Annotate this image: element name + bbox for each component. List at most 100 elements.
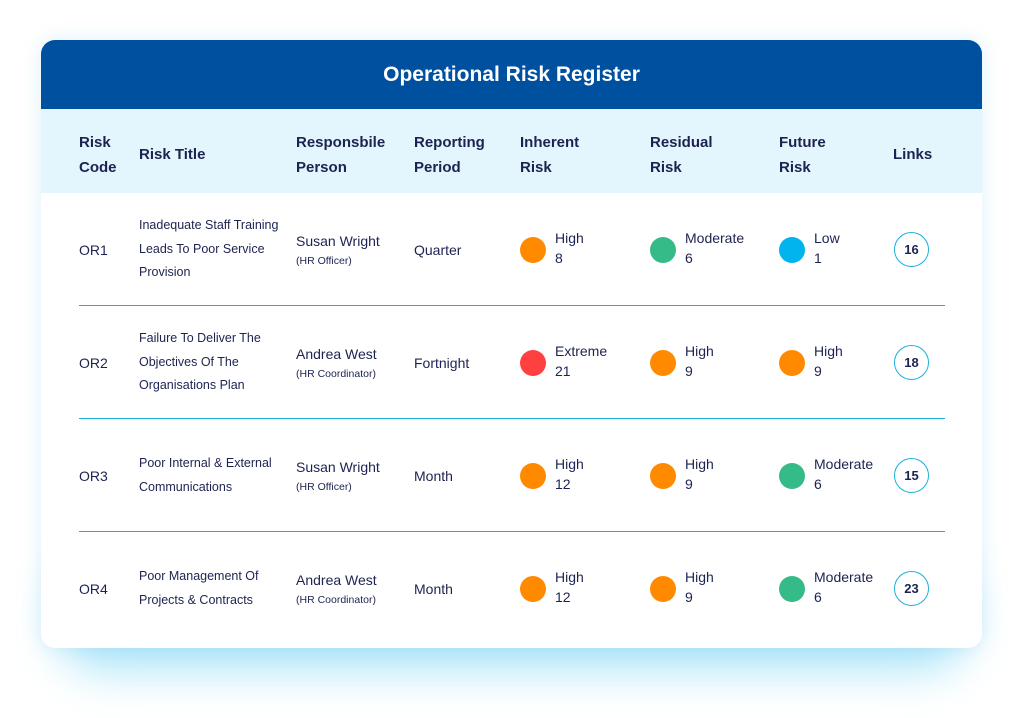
future-risk-text: Moderate 6: [814, 454, 873, 494]
person-role: (HR Coordinator): [296, 593, 376, 606]
inherent-risk-level: High: [555, 455, 584, 472]
column-header-risk-code[interactable]: Risk Code: [79, 130, 117, 180]
high-status-dot-icon: [650, 575, 676, 602]
residual-risk-level: High: [685, 568, 714, 585]
future-risk-level: High: [814, 342, 843, 359]
risk-title-cell: Inadequate Staff Training Leads To Poor …: [139, 193, 279, 306]
risk-code: OR4: [79, 580, 108, 597]
inherent-risk-text: High 8: [555, 228, 584, 268]
links-count-badge[interactable]: 16: [894, 232, 929, 267]
responsible-person-cell: Susan Wright (HR Officer): [296, 419, 380, 532]
person-name: Andrea West: [296, 345, 377, 362]
column-header-inherent-risk[interactable]: Inherent Risk: [520, 130, 579, 180]
inherent-risk-score: 21: [555, 362, 571, 379]
high-status-dot-icon: [650, 349, 676, 376]
risk-title: Poor Internal & External Communications: [139, 456, 272, 494]
inherent-risk-cell: High 12: [520, 419, 584, 532]
future-risk-score: 9: [814, 362, 822, 379]
future-risk-cell: Low 1: [779, 193, 840, 306]
inherent-risk-cell: High 8: [520, 193, 584, 306]
person-role: (HR Officer): [296, 254, 352, 267]
low-status-dot-icon: [779, 236, 805, 263]
header-line: Residual: [650, 134, 713, 151]
high-status-dot-icon: [520, 575, 546, 602]
header-line: Risk: [79, 134, 111, 151]
high-status-dot-icon: [520, 236, 546, 263]
person-name: Susan Wright: [296, 458, 380, 475]
risk-register-card: Operational Risk Register Risk Code Risk T…: [41, 40, 982, 648]
links-cell: 23: [893, 532, 929, 645]
high-status-dot-icon: [650, 462, 676, 489]
column-header-risk-title[interactable]: Risk Title: [139, 142, 205, 167]
residual-risk-cell: High 9: [650, 532, 714, 645]
inherent-risk-score: 12: [555, 588, 571, 605]
future-risk-level: Moderate: [814, 568, 874, 585]
person-role: (HR Coordinator): [296, 367, 376, 380]
header-line: Links: [893, 146, 933, 163]
column-header-residual-risk[interactable]: Residual Risk: [650, 130, 713, 180]
future-risk-cell: Moderate 6: [779, 419, 873, 532]
column-header-responsible-person[interactable]: Responsbile Person: [296, 130, 385, 180]
header-line: Risk: [779, 159, 811, 176]
reporting-period: Quarter: [414, 241, 462, 258]
person-name: Andrea West: [296, 571, 377, 588]
column-header-reporting-period[interactable]: Reporting Period: [414, 130, 485, 180]
row-divider: [79, 417, 945, 419]
inherent-risk-level: Extreme: [555, 342, 608, 359]
table-row[interactable]: OR1 Inadequate Staff Training Leads To Po…: [41, 193, 982, 306]
header-line: Person: [296, 159, 347, 176]
table-row[interactable]: OR2 Failure To Deliver The Objectives Of …: [41, 306, 982, 419]
residual-risk-score: 9: [685, 362, 693, 379]
residual-risk-score: 9: [685, 588, 693, 605]
column-header-future-risk[interactable]: Future Risk: [779, 130, 826, 180]
risk-title: Inadequate Staff Training Leads To Poor …: [139, 218, 279, 280]
moderate-status-dot-icon: [779, 462, 805, 489]
future-risk-text: Moderate 6: [814, 567, 873, 607]
header-line: Code: [79, 159, 117, 176]
table-row[interactable]: OR4 Poor Management Of Projects & Contrac…: [41, 532, 982, 645]
table-body: OR1 Inadequate Staff Training Leads To Po…: [41, 193, 982, 645]
moderate-status-dot-icon: [779, 575, 805, 602]
links-count-badge[interactable]: 23: [894, 571, 929, 606]
future-risk-score: 6: [814, 588, 822, 605]
future-risk-cell: High 9: [779, 306, 843, 419]
inherent-risk-text: Extreme 21: [555, 341, 607, 381]
high-status-dot-icon: [520, 462, 546, 489]
moderate-status-dot-icon: [650, 236, 676, 263]
residual-risk-cell: High 9: [650, 419, 714, 532]
responsible-person-cell: Andrea West (HR Coordinator): [296, 532, 377, 645]
reporting-period: Fortnight: [414, 354, 470, 371]
person-role: (HR Officer): [296, 480, 352, 493]
residual-risk-text: High 9: [685, 567, 714, 607]
inherent-risk-score: 8: [555, 249, 563, 266]
high-status-dot-icon: [779, 349, 805, 376]
residual-risk-text: Moderate 6: [685, 228, 744, 268]
residual-risk-level: High: [685, 455, 714, 472]
row-divider: [79, 530, 945, 532]
residual-risk-score: 6: [685, 249, 693, 266]
reporting-period: Month: [414, 467, 453, 484]
responsible-person-cell: Susan Wright (HR Officer): [296, 193, 380, 306]
table-row[interactable]: OR3 Poor Internal & External Communicatio…: [41, 419, 982, 532]
header-line: Responsbile: [296, 134, 386, 151]
links-count-badge[interactable]: 15: [894, 458, 929, 493]
links-count-badge[interactable]: 18: [894, 345, 929, 380]
risk-code: OR1: [79, 241, 108, 258]
column-header-links[interactable]: Links: [893, 142, 932, 167]
risk-title-cell: Poor Management Of Projects & Contracts: [139, 532, 279, 645]
inherent-risk-level: High: [555, 229, 584, 246]
header-line: Future: [779, 134, 826, 151]
inherent-risk-text: High 12: [555, 567, 584, 607]
links-cell: 16: [893, 193, 929, 306]
table-header: Risk Code Risk Title Responsbile Person Repor…: [41, 109, 982, 193]
page-title: Operational Risk Register: [41, 40, 982, 109]
responsible-person-cell: Andrea West (HR Coordinator): [296, 306, 377, 419]
residual-risk-level: High: [685, 342, 714, 359]
header-line: Risk Title: [139, 146, 206, 163]
future-risk-level: Moderate: [814, 455, 874, 472]
residual-risk-cell: High 9: [650, 306, 714, 419]
person-name: Susan Wright: [296, 232, 380, 249]
future-risk-text: High 9: [814, 341, 843, 381]
header-line: Reporting: [414, 134, 485, 151]
header-line: Inherent: [520, 134, 580, 151]
